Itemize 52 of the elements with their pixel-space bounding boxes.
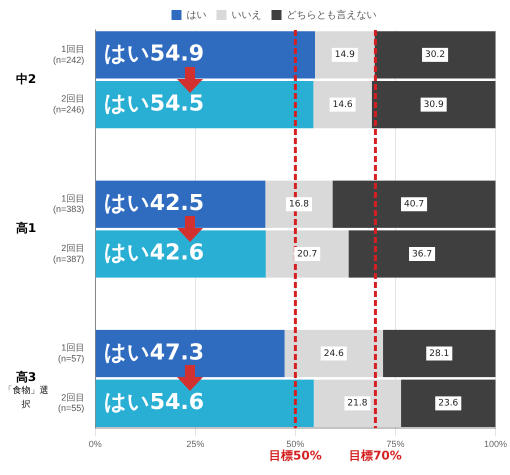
bar bbox=[332, 180, 496, 228]
y-tick-label: 1回目 (n=383) bbox=[52, 193, 84, 214]
data-label: はい47.3 bbox=[104, 340, 204, 366]
x-tick-label: 0% bbox=[88, 439, 102, 450]
x-tick-label: 100% bbox=[484, 439, 508, 450]
bar bbox=[96, 180, 266, 228]
x-tick-label: 50% bbox=[286, 439, 304, 450]
legend-label: どちらとも言えない bbox=[286, 8, 376, 21]
ref-line-label: 目標50% bbox=[269, 448, 322, 462]
y-tick-label: 1回目 (n=57) bbox=[58, 342, 84, 364]
ref-line-label: 目標70% bbox=[349, 448, 402, 462]
data-label: 21.8 bbox=[347, 398, 368, 409]
data-label: 24.6 bbox=[324, 348, 344, 359]
y-tick-label: 2回目 (n=55) bbox=[58, 392, 84, 414]
bar bbox=[372, 81, 496, 128]
y-tick-label: 2回目 (n=246) bbox=[52, 94, 84, 115]
bar bbox=[96, 31, 315, 79]
data-label: 20.7 bbox=[297, 249, 318, 260]
data-label: 28.1 bbox=[429, 348, 450, 359]
y-tick-label: 1回目 (n=242) bbox=[52, 44, 84, 65]
data-label: はい54.5 bbox=[104, 91, 204, 116]
data-label: はい54.6 bbox=[104, 390, 204, 416]
data-label: 14.9 bbox=[334, 50, 356, 60]
bar bbox=[314, 31, 375, 79]
bar bbox=[383, 330, 496, 378]
y-tick-label: 2回目 (n=387) bbox=[52, 243, 84, 264]
data-label: 40.7 bbox=[404, 200, 424, 210]
x-tick-label: 75% bbox=[386, 439, 404, 450]
bar bbox=[96, 380, 314, 427]
legend-label: はい bbox=[186, 10, 206, 21]
data-label: 36.7 bbox=[412, 249, 432, 260]
bar bbox=[96, 81, 314, 128]
bar bbox=[266, 230, 349, 278]
data-label: 16.8 bbox=[288, 200, 310, 210]
bar bbox=[96, 330, 285, 378]
bar bbox=[348, 230, 496, 278]
data-label: はい42.5 bbox=[104, 190, 204, 216]
text: 中2 bbox=[14, 72, 38, 86]
bar bbox=[401, 380, 496, 427]
data-label: はい54.9 bbox=[104, 42, 204, 67]
bar bbox=[313, 81, 372, 128]
data-label: 30.9 bbox=[424, 100, 444, 110]
data-label: 23.6 bbox=[438, 398, 459, 409]
x-tick-label: 25% bbox=[186, 439, 204, 450]
bar bbox=[284, 330, 384, 378]
bar bbox=[374, 31, 496, 79]
text: 高1 bbox=[14, 221, 38, 236]
text: 高3 「食物」選択 bbox=[2, 370, 50, 412]
data-label: はい42.6 bbox=[104, 240, 204, 266]
data-label: 14.6 bbox=[332, 100, 353, 110]
legend-label: いいえ bbox=[232, 10, 262, 21]
data-label: 30.2 bbox=[425, 50, 446, 60]
